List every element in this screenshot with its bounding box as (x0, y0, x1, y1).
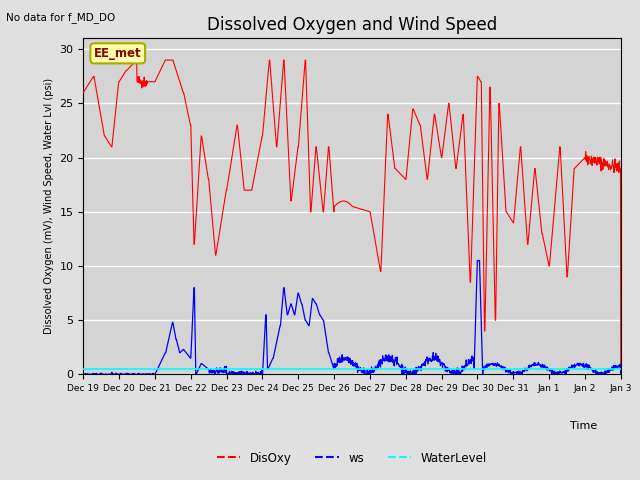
Text: EE_met: EE_met (94, 47, 141, 60)
Legend: DisOxy, ws, WaterLevel: DisOxy, ws, WaterLevel (212, 447, 492, 469)
Y-axis label: Dissolved Oxygen (mV), Wind Speed, Water Lvl (psi): Dissolved Oxygen (mV), Wind Speed, Water… (44, 78, 54, 335)
Text: No data for f_MD_DO: No data for f_MD_DO (6, 12, 116, 23)
Title: Dissolved Oxygen and Wind Speed: Dissolved Oxygen and Wind Speed (207, 16, 497, 34)
X-axis label: Time: Time (570, 421, 596, 432)
